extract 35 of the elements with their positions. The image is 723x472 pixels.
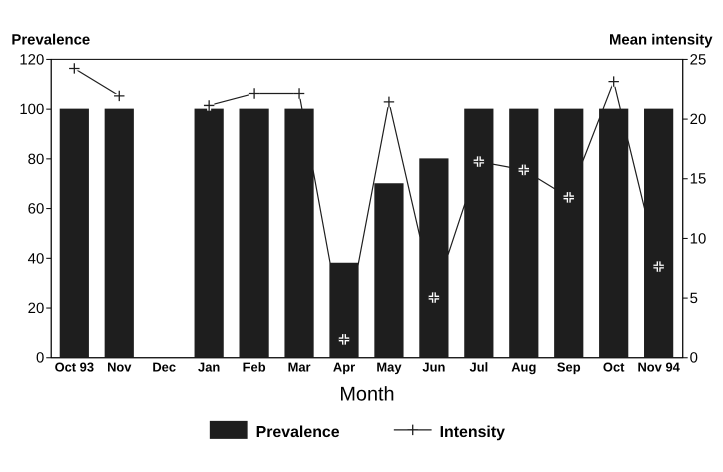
y-tick-label: 20 xyxy=(28,301,44,318)
x-tick-label: Apr xyxy=(332,360,356,375)
legend-label: Prevalence xyxy=(256,424,340,441)
x-tick-label: Sep xyxy=(556,360,581,375)
x-tick-label: Feb xyxy=(242,360,266,375)
x-tick-label: Aug xyxy=(511,360,536,375)
y2-tick-label: 10 xyxy=(690,231,706,248)
x-tick-label: Oct xyxy=(602,360,626,375)
y2-tick-label: 0 xyxy=(690,350,698,367)
x-tick-label: Jan xyxy=(198,360,220,375)
x-axis-title: Month xyxy=(339,384,395,406)
y2-tick-label: 5 xyxy=(690,291,698,308)
bar xyxy=(104,108,134,358)
y-axis-title: Prevalence xyxy=(11,32,90,48)
y-tick-label: 0 xyxy=(36,350,44,367)
y-tick-label: 60 xyxy=(28,202,44,218)
x-tick-label: Jul xyxy=(470,360,488,375)
x-tick-label: May xyxy=(376,360,402,375)
legend-label: Intensity xyxy=(440,424,506,441)
x-tick-label: Mar xyxy=(288,360,311,375)
x-tick-label: Jun xyxy=(422,360,446,375)
y-tick-label: 80 xyxy=(28,152,44,168)
y-tick-label: 40 xyxy=(28,251,44,268)
y2-tick-label: 25 xyxy=(690,52,706,68)
x-tick-label: Dec xyxy=(152,360,176,375)
y2-tick-label: 15 xyxy=(690,172,706,188)
x-tick-label: Nov xyxy=(107,360,132,375)
bar xyxy=(60,108,89,358)
y-tick-label: 100 xyxy=(19,102,44,118)
y2-axis-title: Mean intensity xyxy=(609,32,714,48)
y2-tick-label: 20 xyxy=(690,112,706,128)
bar xyxy=(239,108,269,358)
x-tick-label: Oct 93 xyxy=(54,360,94,375)
y-tick-label: 120 xyxy=(19,52,44,68)
x-tick-label: Nov 94 xyxy=(637,360,681,375)
